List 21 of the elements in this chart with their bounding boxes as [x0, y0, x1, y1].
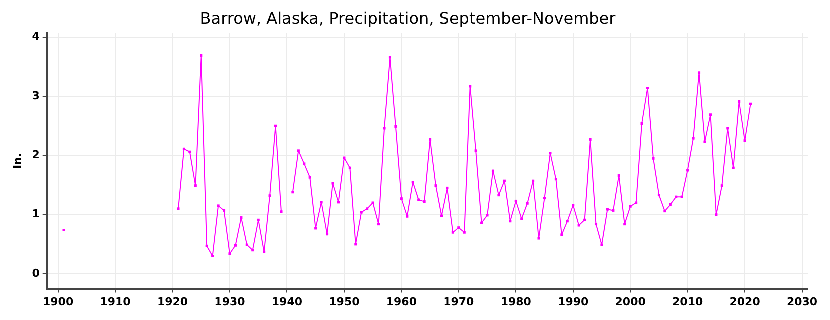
y-tick-label: 1	[32, 208, 40, 221]
x-tick-label: 2020	[730, 295, 761, 308]
x-tick-label: 1930	[214, 295, 246, 308]
y-tick-label: 2	[32, 148, 40, 162]
x-tick-label: 1980	[500, 295, 532, 308]
x-tick-label: 1900	[42, 295, 74, 308]
y-tick-label: 3	[32, 89, 40, 102]
x-tick-label: 1970	[444, 295, 475, 308]
x-tick-label: 1990	[558, 295, 590, 308]
x-tick-label: 2030	[786, 295, 818, 308]
y-tick-label: 4	[32, 30, 40, 44]
x-tick-label: 1950	[329, 295, 360, 308]
x-tick-label: 2000	[615, 295, 646, 308]
y-axis-title: In.	[11, 152, 24, 170]
x-tick-label: 1940	[272, 295, 303, 308]
y-tick-label: 0	[32, 266, 40, 280]
x-tick-label: 2010	[672, 295, 704, 308]
x-tick-label: 1910	[100, 295, 132, 308]
x-tick-label: 1920	[157, 295, 188, 308]
x-tick-label: 1960	[386, 295, 418, 308]
chart-title: Barrow, Alaska, Precipitation, September-November	[200, 8, 616, 28]
